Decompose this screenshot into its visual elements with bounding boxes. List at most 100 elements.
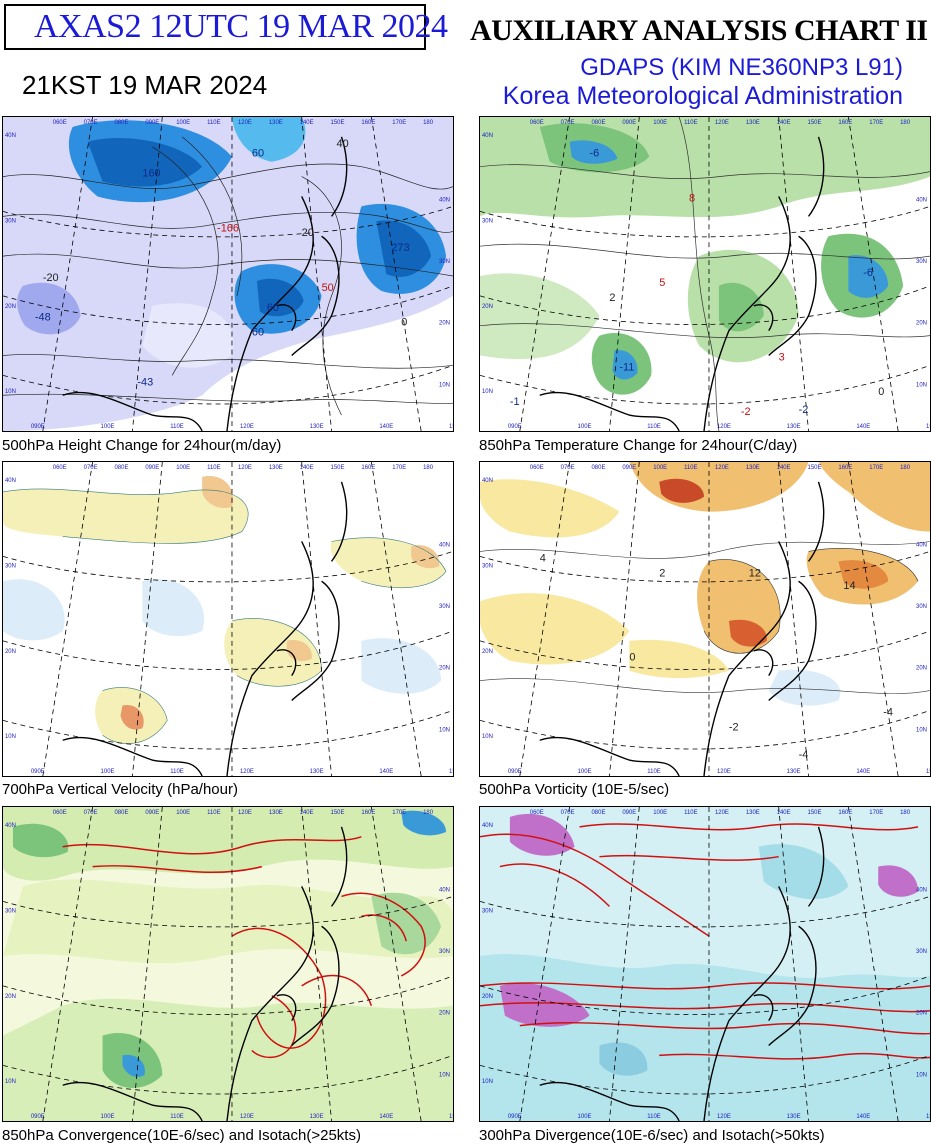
latitude-tick-label: 30N	[916, 259, 927, 265]
contour-labels: 5 -6 8 -2 3 -11 -6 2 -2 -1 0	[510, 148, 884, 418]
longitude-tick-label: 070E	[84, 120, 98, 126]
latitude-tick-label: 10N	[916, 382, 927, 388]
lat-lon-grid	[480, 462, 930, 776]
contour-label: -43	[137, 376, 153, 388]
longitude-tick-label: 140E	[856, 769, 870, 775]
longitude-tick-label: 160E	[838, 810, 852, 816]
longitude-tick-label: 090E	[622, 810, 636, 816]
longitude-tick-label: 110E	[207, 120, 221, 126]
longitude-tick-label: 130E	[269, 810, 283, 816]
coastlines	[539, 826, 825, 1121]
longitude-tick-label: 120E	[717, 769, 731, 775]
chart-title: AUXILIARY ANALYSIS CHART II	[470, 14, 928, 47]
lat-lon-grid	[480, 807, 930, 1121]
latitude-tick-label: 20N	[5, 304, 16, 310]
longitude-tick-label: 160E	[361, 465, 375, 471]
lat-lon-grid	[480, 117, 930, 431]
panel-caption: 500hPa Height Change for 24hour(m/day)	[2, 437, 282, 454]
latitude-tick-label: 40N	[439, 542, 450, 548]
longitude-tick-label: 110E	[207, 810, 221, 816]
contour-label: -2	[741, 406, 751, 418]
contour-label: 2	[659, 567, 665, 579]
latitude-tick-label: 20N	[916, 1011, 927, 1017]
longitude-tick-label: 130E	[310, 769, 324, 775]
latitude-tick-label: 10N	[5, 1079, 16, 1085]
longitude-tick-label: 160E	[838, 120, 852, 126]
grid-tick-labels: 060E 070E 080E 090E 100E 110E 120E 130E 140E 150E…	[482, 465, 930, 775]
contour-label: 0	[401, 317, 407, 329]
longitude-tick-label: 120E	[715, 810, 729, 816]
longitude-tick-label: 080E	[115, 465, 129, 471]
longitude-tick-label: 140E	[856, 1114, 870, 1120]
contour-label: -4	[799, 749, 809, 761]
longitude-tick-label: 060E	[530, 120, 544, 126]
contour-label: 0	[629, 652, 635, 664]
longitude-tick-label: 060E	[53, 810, 67, 816]
latitude-tick-label: 10N	[482, 734, 493, 740]
longitude-tick-label: 140E	[777, 120, 791, 126]
longitude-tick-label: 080E	[592, 810, 606, 816]
longitude-tick-label: 100E	[578, 424, 592, 430]
longitude-tick-label: 130E	[269, 120, 283, 126]
longitude-tick-label: 140E	[379, 769, 393, 775]
longitude-tick-label: 120E	[240, 1114, 254, 1120]
lat-lon-grid	[3, 807, 453, 1121]
contour-label: -2	[729, 721, 739, 733]
isotach-contours	[480, 823, 930, 1060]
latitude-tick-label: 30N	[439, 259, 450, 265]
latitude-tick-label: 20N	[439, 666, 450, 672]
latitude-tick-label: 30N	[482, 218, 493, 224]
latitude-tick-label: 40N	[482, 133, 493, 139]
latitude-tick-label: 10N	[439, 382, 450, 388]
longitude-tick-label: 080E	[592, 120, 606, 126]
contour-label: 50	[322, 282, 334, 294]
panel-caption: 700hPa Vertical Velocity (hPa/hour)	[2, 781, 238, 798]
latitude-tick-label: 40N	[439, 887, 450, 893]
longitude-tick-label: 120E	[238, 120, 252, 126]
longitude-tick-label: 070E	[561, 810, 575, 816]
longitude-tick-label: 150E	[808, 465, 822, 471]
latitude-tick-label: 20N	[916, 666, 927, 672]
contour-labels: 160 60 60 273 60 -166 -48 -43 50 40 20 0…	[35, 138, 410, 388]
longitude-tick-label: 100E	[176, 810, 190, 816]
product-title: AXAS2 12UTC 19 MAR 2024	[34, 8, 448, 45]
model-name: GDAPS (KIM NE360NP3 L91)	[580, 54, 903, 81]
longitude-tick-label: 060E	[53, 120, 67, 126]
longitude-tick-label: 100E	[101, 769, 115, 775]
map-300hpa-divergence: 060E 070E 080E 090E 100E 110E 120E 130E 140E 150E…	[480, 807, 930, 1121]
longitude-tick-label: 100E	[653, 120, 667, 126]
longitude-tick-label: 100E	[176, 120, 190, 126]
latitude-tick-label: 30N	[916, 604, 927, 610]
longitude-tick-label: 120E	[715, 120, 729, 126]
latitude-tick-label: 30N	[482, 563, 493, 569]
map-panel-850hpa-convergence: 060E 070E 080E 090E 100E 110E 120E 130E 140E 150E…	[2, 806, 454, 1122]
longitude-tick-label: 180	[900, 465, 911, 471]
latitude-tick-label: 40N	[5, 133, 16, 139]
longitude-tick-label: 110E	[647, 424, 661, 430]
contour-label: -4	[883, 706, 893, 718]
lat-lon-grid	[3, 462, 453, 776]
map-panel-500hpa-height-change: 160 60 60 273 60 -166 -48 -43 50 40 20 0…	[2, 116, 454, 432]
longitude-tick-label: 060E	[53, 465, 67, 471]
longitude-tick-label: 090E	[145, 810, 159, 816]
contour-label: 2	[609, 292, 615, 304]
latitude-tick-label: 30N	[5, 563, 16, 569]
contour-label: 0	[878, 386, 884, 398]
latitude-tick-label: 30N	[482, 908, 493, 914]
latitude-tick-label: 30N	[439, 949, 450, 955]
longitude-tick-label: 110E	[684, 120, 698, 126]
longitude-tick-label: 110E	[647, 1114, 661, 1120]
longitude-tick-label: 120E	[715, 465, 729, 471]
contour-labels: 4 2 0 -4 -2 12 14 -4	[540, 552, 893, 761]
longitude-tick-label: 150E	[926, 424, 930, 430]
latitude-tick-label: 40N	[482, 478, 493, 484]
grid-tick-labels: 060E 070E 080E 090E 100E 110E 120E 130E 140E 150E…	[5, 120, 453, 430]
longitude-tick-label: 110E	[170, 1114, 184, 1120]
contour-label: -166	[217, 222, 239, 234]
contour-label: 4	[540, 552, 546, 564]
contour-label: 60	[252, 148, 264, 160]
longitude-tick-label: 060E	[530, 465, 544, 471]
panel-caption: 300hPa Divergence(10E-6/sec) and Isotach…	[479, 1127, 825, 1144]
longitude-tick-label: 150E	[331, 810, 345, 816]
longitude-tick-label: 070E	[84, 810, 98, 816]
